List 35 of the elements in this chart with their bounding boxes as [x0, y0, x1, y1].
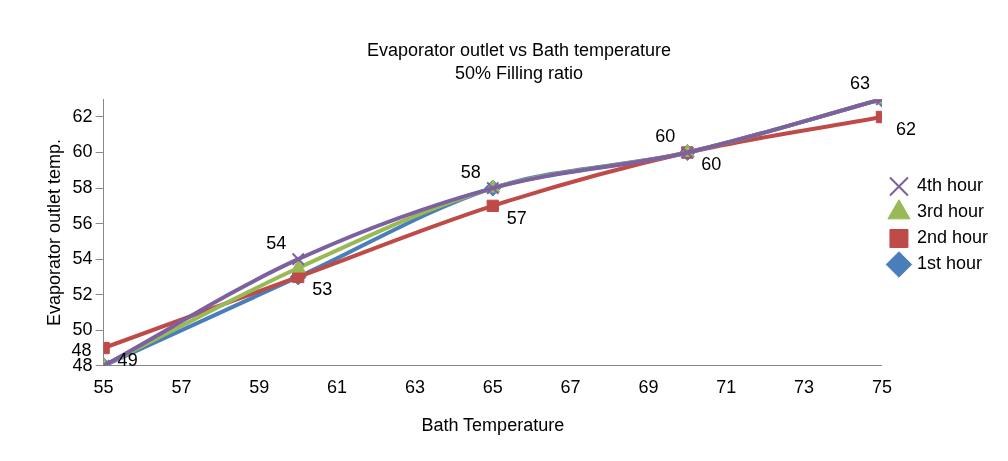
y-tick-label: 60 — [72, 141, 93, 162]
data-label: 49 — [117, 350, 138, 370]
data-label: 57 — [506, 207, 527, 228]
x-tick-label: 63 — [404, 376, 425, 397]
y-tick-label: 56 — [72, 212, 93, 233]
data-label: 60 — [655, 126, 676, 147]
x-tick-label: 69 — [638, 376, 659, 397]
y-tick-label: 58 — [72, 177, 93, 198]
data-label: 54 — [266, 233, 287, 254]
x-tick-label: 75 — [871, 376, 892, 397]
data-label: 63 — [849, 73, 870, 94]
chart-title: Evaporator outlet vs Bath temperature — [366, 39, 672, 60]
data-label: 60 — [701, 154, 722, 175]
x-tick-label: 59 — [249, 376, 270, 397]
legend-label: 2nd hour — [916, 227, 989, 248]
y-tick-label: 62 — [72, 105, 93, 126]
legend-label: 3rd hour — [916, 201, 984, 222]
chart-subtitle: 50% Filling ratio — [454, 63, 584, 84]
y-axis-title: Evaporator outlet temp. — [43, 138, 64, 327]
y-tick-label: 54 — [72, 248, 93, 269]
x-tick-label: 61 — [327, 376, 348, 397]
x-tick-label: 65 — [482, 376, 503, 397]
data-label: 62 — [895, 118, 916, 139]
x-tick-label: 71 — [716, 376, 737, 397]
legend-label: 4th hour — [916, 175, 983, 196]
x-tick-label: 67 — [560, 376, 581, 397]
y-tick-label: 52 — [72, 283, 93, 304]
data-label: 58 — [460, 162, 481, 183]
y-tick-label: 50 — [72, 319, 93, 340]
x-tick-label: 57 — [171, 376, 192, 397]
x-tick-label: 73 — [794, 376, 815, 397]
data-label: 53 — [312, 278, 333, 299]
legend-label: 1st hour — [916, 253, 982, 274]
x-axis-title: Bath Temperature — [421, 415, 565, 436]
x-tick-label: 55 — [93, 376, 114, 397]
